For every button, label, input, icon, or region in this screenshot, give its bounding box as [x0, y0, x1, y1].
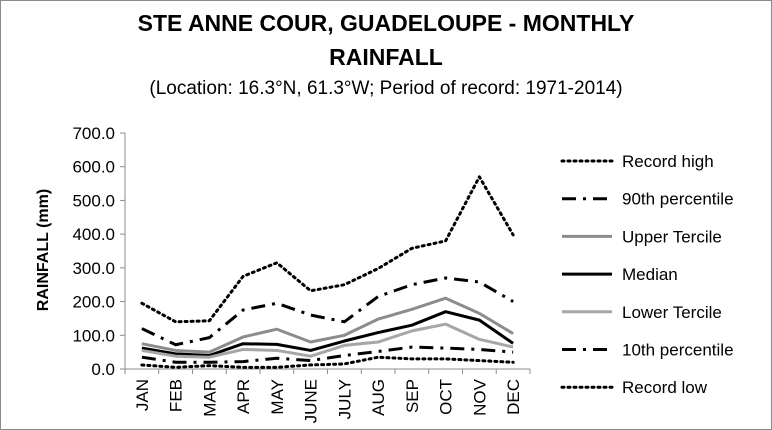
series-line-median: [141, 310, 514, 358]
x-tick-label: JUNE: [302, 379, 321, 423]
chart-title-line2: RAINFALL: [329, 44, 443, 70]
legend-label: Lower Tercile: [622, 303, 722, 322]
x-tick-label: MAY: [268, 379, 287, 415]
series-line-record-low: [140, 355, 515, 369]
x-tick-label: AUG: [369, 379, 388, 416]
legend-label: Median: [622, 265, 678, 284]
y-tick-label: 300.0: [72, 259, 115, 278]
x-tick-label: FEB: [167, 379, 186, 412]
series-line-upper-tercile: [141, 296, 514, 354]
legend-label: Upper Tercile: [622, 227, 722, 246]
y-tick-label: 600.0: [72, 158, 115, 177]
x-tick-label: NOV: [470, 378, 489, 416]
x-tick-label: OCT: [437, 379, 456, 415]
x-tick-label: DEC: [504, 379, 523, 415]
y-tick-label: 200.0: [72, 293, 115, 312]
series-line-90th-percentile: [141, 276, 514, 347]
x-tick-label: JAN: [133, 379, 152, 411]
legend-label: Record high: [622, 152, 714, 171]
y-axis-label: RAINFALL (mm): [35, 189, 52, 311]
y-tick-label: 500.0: [72, 191, 115, 210]
y-tick-label: 700.0: [72, 124, 115, 143]
y-tick-label: 100.0: [72, 326, 115, 345]
series-line-10th-percentile: [141, 345, 514, 364]
y-tick-label: 0.0: [91, 360, 115, 379]
legend-label: Record low: [622, 378, 708, 397]
chart-subtitle: (Location: 16.3°N, 61.3°W; Period of rec…: [149, 78, 623, 99]
y-tick-label: 400.0: [72, 225, 115, 244]
chart-title-line1: STE ANNE COUR, GUADELOUPE - MONTHLY: [137, 10, 635, 36]
series-line-record-high: [140, 175, 515, 324]
series-line-lower-tercile: [141, 322, 514, 359]
legend-label: 90th percentile: [622, 190, 734, 209]
x-tick-label: JULY: [335, 379, 354, 419]
legend-label: 10th percentile: [622, 341, 734, 360]
x-tick-label: MAR: [200, 379, 219, 417]
x-tick-label: SEP: [403, 379, 422, 413]
x-tick-label: APR: [234, 379, 253, 414]
